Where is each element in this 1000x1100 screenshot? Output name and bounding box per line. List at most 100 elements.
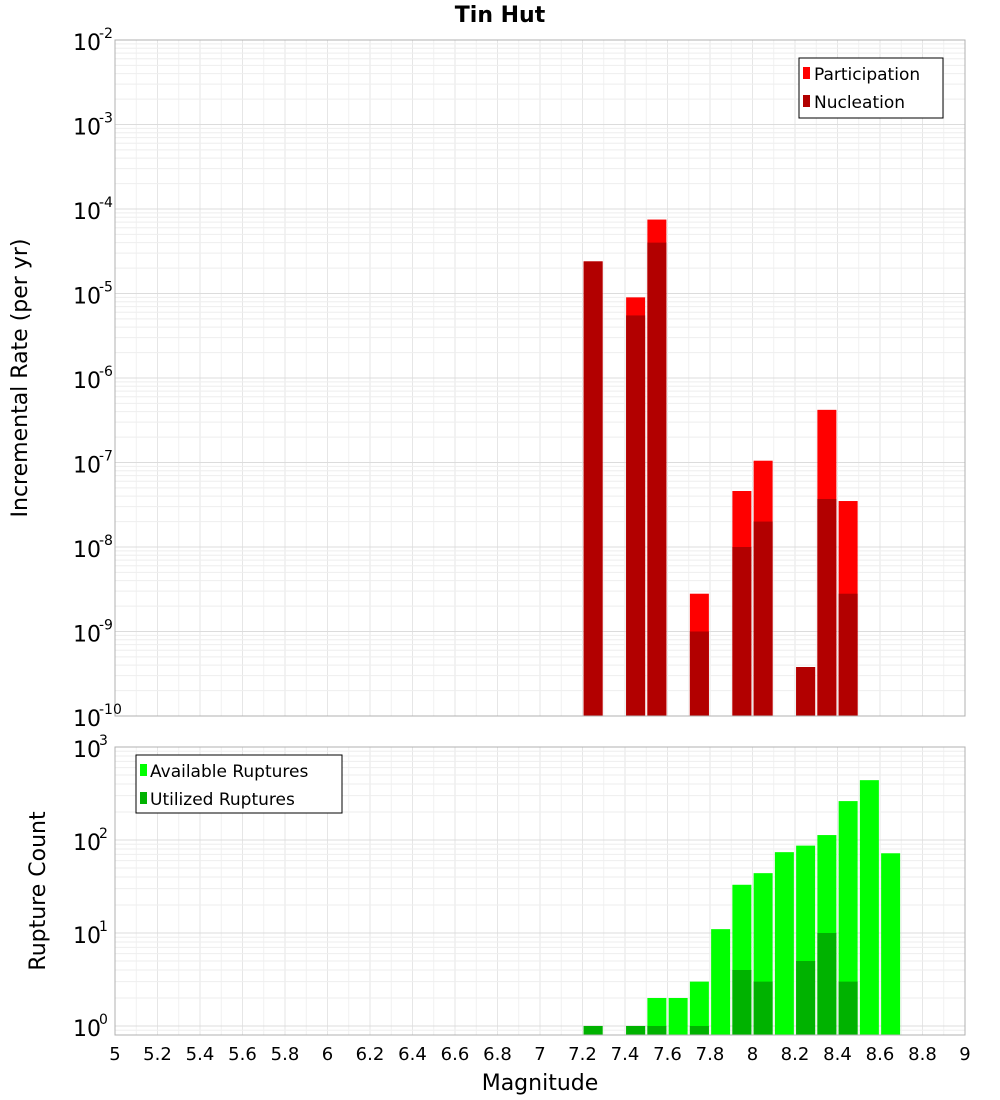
utilized-ruptures-bar (817, 932, 837, 1035)
nucleation-bar (689, 631, 709, 716)
nucleation-bar (796, 667, 816, 716)
x-tick-label: 7.6 (653, 1044, 682, 1065)
y-tick-label: 10 (73, 623, 101, 648)
x-tick-label: 5.2 (143, 1044, 172, 1065)
legend-swatch-available (140, 764, 147, 776)
x-tick-label: 8.2 (781, 1044, 810, 1065)
x-tick-label: 8.6 (866, 1044, 895, 1065)
available-ruptures-bar (689, 981, 709, 1035)
utilized-ruptures-bar (647, 1025, 667, 1035)
available-ruptures-bar (859, 780, 879, 1035)
y-tick-label: 10 (73, 1017, 101, 1042)
bottom-legend: Available Ruptures Utilized Ruptures (135, 754, 343, 814)
x-tick-label: 8.8 (908, 1044, 937, 1065)
nucleation-bar (732, 547, 752, 716)
plot-border (114, 39, 966, 717)
y-tick-exponent: -10 (99, 702, 122, 718)
legend-label-available: Available Ruptures (150, 762, 308, 782)
y-tick-label: 10 (73, 285, 101, 310)
y-tick-label: 10 (73, 738, 101, 763)
y-tick-label: 10 (73, 538, 101, 563)
legend-label-participation: Participation (814, 65, 920, 85)
x-tick-label: 5.8 (271, 1044, 300, 1065)
y-tick-exponent: -5 (99, 280, 113, 296)
top-legend: Participation Nucleation (798, 57, 944, 119)
available-ruptures-bar (668, 997, 688, 1035)
y-tick-exponent: 0 (99, 1012, 108, 1028)
y-tick-exponent: -7 (99, 449, 113, 465)
x-tick-label: 7 (534, 1044, 545, 1065)
x-tick-label: 7.2 (568, 1044, 597, 1065)
utilized-ruptures-bar (583, 1025, 603, 1035)
available-ruptures-bar (711, 929, 731, 1035)
bottom-legend-box (135, 754, 343, 814)
x-tick-label: 5.4 (186, 1044, 215, 1065)
x-tick-label: 9 (959, 1044, 970, 1065)
x-tick-label: 6 (322, 1044, 333, 1065)
chart-title: Tin Hut (455, 3, 546, 28)
y-tick-label: 10 (73, 369, 101, 394)
x-tick-label: 8.4 (823, 1044, 852, 1065)
top-y-axis-label: Incremental Rate (per yr) (8, 239, 33, 518)
x-tick-label: 5.6 (228, 1044, 257, 1065)
utilized-ruptures-bar (732, 969, 752, 1035)
top-legend-box (798, 57, 944, 119)
nucleation-bar (753, 521, 773, 716)
y-tick-exponent: -2 (99, 26, 113, 42)
utilized-ruptures-bar (796, 960, 816, 1035)
utilized-ruptures-bar (753, 981, 773, 1035)
y-tick-exponent: -6 (99, 364, 113, 380)
legend-swatch-participation (803, 67, 810, 79)
legend-swatch-utilized (140, 792, 147, 804)
y-tick-exponent: -4 (99, 195, 113, 211)
nucleation-bar (647, 242, 667, 717)
y-tick-exponent: 2 (99, 826, 108, 842)
available-ruptures-bar (838, 801, 858, 1035)
y-tick-label: 10 (73, 924, 101, 949)
utilized-ruptures-bar (838, 981, 858, 1035)
x-tick-label: 6.2 (356, 1044, 385, 1065)
x-tick-label: 6.6 (441, 1044, 470, 1065)
y-tick-exponent: 1 (99, 919, 108, 935)
top-grid (114, 40, 966, 717)
x-tick-label: 6.4 (398, 1044, 427, 1065)
x-tick-label: 7.4 (611, 1044, 640, 1065)
x-tick-label: 8 (747, 1044, 758, 1065)
nucleation-bar (817, 498, 837, 716)
y-tick-label: 10 (73, 831, 101, 856)
y-tick-label: 10 (73, 31, 101, 56)
nucleation-bar (838, 593, 858, 716)
bottom-bars (583, 780, 901, 1035)
nucleation-bar (626, 315, 646, 716)
utilized-ruptures-bar (689, 1025, 709, 1035)
plot-border (114, 746, 966, 1036)
utilized-ruptures-bar (626, 1025, 646, 1035)
x-tick-label: 6.8 (483, 1044, 512, 1065)
legend-label-utilized: Utilized Ruptures (150, 790, 295, 810)
x-tick-label: 7.8 (696, 1044, 725, 1065)
y-tick-exponent: -9 (99, 618, 113, 634)
x-tick-labels: 5 5.2 5.4 5.6 5.8 6 6.2 6.4 6.6 6.8 7 7.2 7.4 7.6 7.8 8… (109, 1044, 970, 1065)
y-tick-label: 10 (73, 707, 101, 732)
available-ruptures-bar (881, 853, 901, 1035)
y-tick-exponent: -3 (99, 111, 113, 127)
x-axis-label: Magnitude (482, 1071, 599, 1096)
bottom-y-axis-label: Rupture Count (26, 811, 51, 971)
y-tick-label: 10 (73, 116, 101, 141)
available-ruptures-bar (647, 997, 667, 1035)
legend-swatch-nucleation (803, 95, 810, 107)
legend-label-nucleation: Nucleation (814, 93, 905, 113)
nucleation-bar (583, 261, 603, 716)
y-tick-exponent: -8 (99, 533, 113, 549)
y-tick-label: 10 (73, 200, 101, 225)
available-ruptures-bar (774, 852, 794, 1035)
x-tick-label: 5 (109, 1044, 120, 1065)
top-bars (583, 219, 858, 717)
y-tick-label: 10 (73, 454, 101, 479)
y-tick-exponent: 3 (99, 733, 108, 749)
